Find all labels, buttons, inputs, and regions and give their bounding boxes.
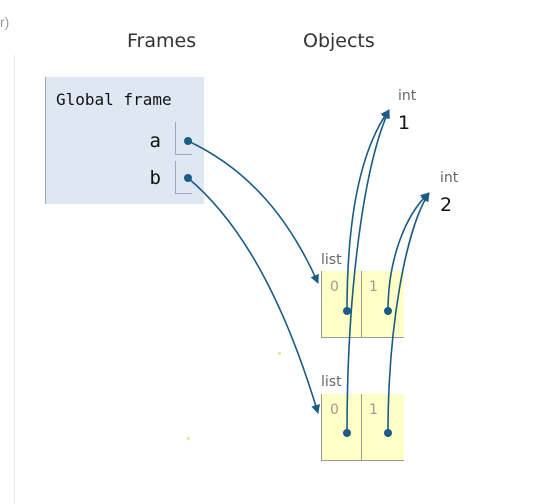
arrow-list2-0-to-int1: [346, 109, 390, 434]
list-1-cell-0: 0: [322, 271, 362, 337]
list-2-index-1: 1: [369, 402, 378, 418]
list-object-2-type: list: [321, 374, 342, 390]
global-frame: Global frame a b: [45, 77, 204, 204]
pointer-dot-list1-1: [384, 307, 392, 315]
variable-a-name: a: [149, 130, 161, 152]
frame-title: Global frame: [56, 90, 172, 109]
int-object-2-value: 2: [440, 194, 453, 216]
variable-b-name: b: [149, 167, 161, 189]
pointer-dot-b: [184, 174, 192, 182]
int-object-1-value: 1: [398, 112, 411, 134]
arrow-list2-1-to-int2: [387, 192, 430, 434]
left-panel-edge: [0, 55, 15, 504]
list-object-2: 0 1: [321, 394, 404, 461]
int-object-2-type: int: [440, 170, 459, 186]
stray-dot: [278, 352, 281, 355]
arrow-a-to-list-1: [187, 140, 319, 284]
objects-heading: Objects: [303, 30, 375, 52]
list-2-cell-1: 1: [363, 394, 403, 460]
arrow-list1-0-to-int1: [346, 109, 390, 312]
list-1-index-0: 0: [330, 279, 339, 295]
truncated-corner-text: r): [0, 14, 10, 30]
frames-heading: Frames: [127, 30, 197, 52]
list-2-index-0: 0: [330, 402, 339, 418]
arrow-b-to-list-2: [187, 177, 320, 414]
list-1-cell-1: 1: [363, 271, 403, 337]
list-2-cell-0: 0: [322, 394, 362, 460]
pointer-dot-list2-1: [384, 429, 392, 437]
int-object-1-type: int: [398, 88, 417, 104]
variable-a-slot: [175, 122, 192, 155]
list-object-1-type: list: [321, 252, 342, 268]
list-1-index-1: 1: [369, 279, 378, 295]
arrow-list1-1-to-int2: [387, 192, 430, 312]
pointer-dot-a: [184, 137, 192, 145]
stray-dot: [187, 437, 190, 440]
variable-b-slot: [175, 161, 192, 194]
pointer-dot-list1-0: [343, 307, 351, 315]
pointer-dot-list2-0: [343, 429, 351, 437]
